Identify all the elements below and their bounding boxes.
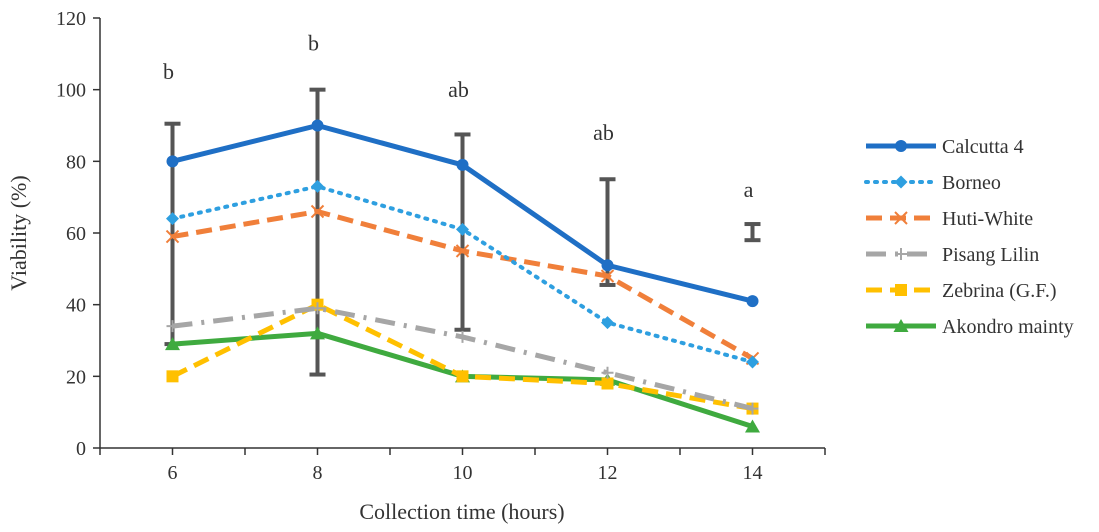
data-point: [746, 355, 759, 369]
x-tick-label: 8: [313, 462, 323, 484]
data-point: [166, 212, 179, 226]
legend-label: Borneo: [942, 172, 1001, 194]
x-axis-label: Collection time (hours): [359, 499, 564, 524]
series-0: [166, 119, 759, 308]
y-tick-label: 40: [66, 295, 86, 317]
y-tick-label: 80: [66, 151, 86, 173]
series-1: [166, 179, 759, 369]
legend-item-3: Pisang Lilin: [866, 244, 1039, 266]
data-point: [165, 229, 180, 244]
significance-letter: ab: [593, 120, 614, 145]
x-tick-label: 6: [168, 462, 178, 484]
data-point: [310, 204, 325, 219]
y-tick-label: 60: [66, 223, 86, 245]
data-point: [456, 330, 469, 343]
significance-letter: ab: [448, 77, 469, 102]
data-point: [601, 366, 614, 379]
x-tick-label: 12: [598, 462, 618, 484]
data-point: [601, 316, 614, 330]
legend-item-1: Borneo: [864, 172, 1001, 194]
data-point: [166, 370, 179, 383]
data-point: [746, 295, 759, 308]
legend-marker: [894, 175, 908, 189]
x-tick-label: 14: [743, 462, 763, 484]
data-point: [601, 259, 614, 272]
data-point: [166, 155, 179, 168]
data-point: [455, 244, 470, 258]
data-point: [165, 337, 180, 351]
y-tick-label: 20: [66, 366, 86, 388]
legend-item-4: Zebrina (G.F.): [866, 280, 1056, 302]
legend-item-5: Akondro mainty: [866, 316, 1074, 338]
legend-label: Akondro mainty: [942, 316, 1074, 338]
significance-letter: a: [744, 177, 754, 202]
legend-item-0: Calcutta 4: [866, 136, 1024, 158]
significance-letter: b: [308, 30, 319, 55]
data-point: [456, 222, 469, 236]
data-point: [601, 377, 614, 390]
legend-label: Pisang Lilin: [942, 244, 1039, 266]
data-point: [166, 320, 179, 333]
legend-marker: [894, 211, 908, 225]
data-point: [600, 269, 615, 283]
data-point: [311, 179, 324, 193]
legend-marker: [895, 284, 907, 296]
data-point: [310, 326, 325, 340]
significance-letter: b: [163, 59, 174, 84]
y-tick-label: 100: [56, 80, 86, 102]
data-point: [746, 402, 759, 415]
legend-marker: [895, 248, 907, 260]
legend-label: Huti-White: [942, 208, 1033, 230]
data-point: [745, 419, 760, 433]
y-tick-label: 120: [56, 8, 86, 30]
x-tick-label: 10: [453, 462, 473, 484]
legend-item-2: Huti-White: [866, 208, 1033, 230]
legend-marker: [895, 140, 907, 152]
legend-label: Zebrina (G.F.): [942, 280, 1056, 302]
series-3: [166, 302, 759, 415]
y-axis-label: Viability (%): [6, 175, 31, 290]
y-tick-label: 0: [76, 438, 86, 460]
data-point: [311, 302, 324, 315]
data-point: [456, 158, 469, 171]
legend-label: Calcutta 4: [942, 136, 1024, 158]
error-bar: [744, 222, 761, 243]
data-point: [311, 119, 324, 132]
data-point: [456, 370, 469, 383]
legend-marker: [893, 319, 909, 332]
